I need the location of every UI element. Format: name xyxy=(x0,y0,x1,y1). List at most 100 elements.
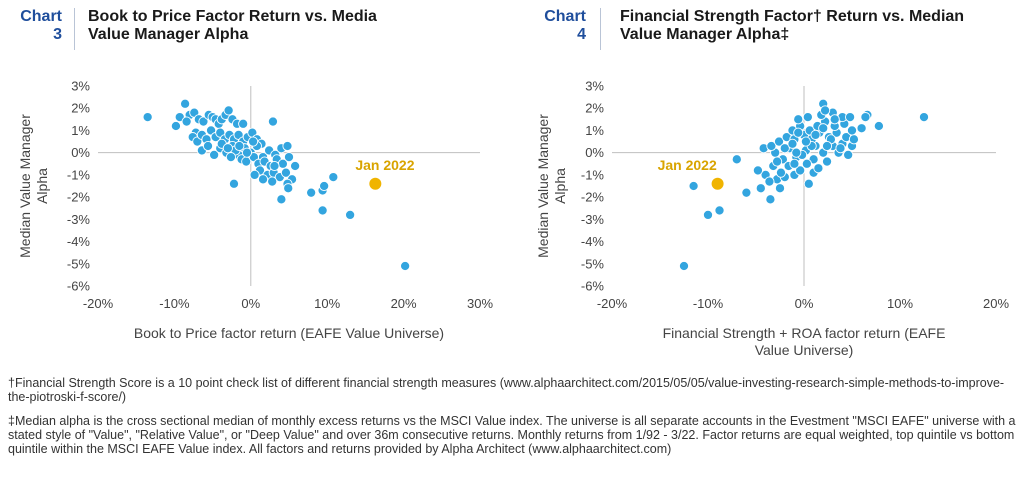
x-tick-label: 30% xyxy=(467,296,493,311)
data-point xyxy=(789,158,800,169)
chart-divider xyxy=(600,8,601,50)
data-point xyxy=(843,149,854,160)
data-point xyxy=(248,136,259,147)
y-axis-label: Alpha xyxy=(552,168,568,204)
chart-divider xyxy=(74,8,75,50)
footnote-median-alpha: ‡Median alpha is the cross sectional med… xyxy=(8,414,1016,456)
data-point xyxy=(731,154,742,165)
y-axis-label: Median Value Manager xyxy=(17,114,33,258)
data-point xyxy=(765,194,776,205)
chart-number-word: Chart xyxy=(20,8,62,25)
data-point xyxy=(774,183,786,194)
y-tick-label: 0% xyxy=(71,145,90,160)
y-tick-label: 3% xyxy=(585,79,604,94)
chart-title-line-2: Value Manager Alpha‡ xyxy=(620,26,790,43)
data-point xyxy=(802,112,813,123)
x-tick-label: 0% xyxy=(241,296,260,311)
data-point xyxy=(319,180,330,192)
data-point xyxy=(257,174,269,185)
data-point xyxy=(764,176,775,187)
x-tick-label: -10% xyxy=(693,296,724,311)
data-point xyxy=(241,147,253,158)
y-tick-label: -1% xyxy=(581,167,605,182)
data-point xyxy=(223,105,234,116)
data-point xyxy=(801,158,812,169)
scatter-plot: 3% 2% 1% 0% -1% -2% -3% -4% -5% -6% -20% -10% 0% 10% 2… xyxy=(17,79,493,342)
data-point xyxy=(793,127,804,138)
y-tick-label: -2% xyxy=(67,190,91,205)
x-axis-label: Value Universe) xyxy=(755,342,854,358)
highlight-label: Jan 2022 xyxy=(355,157,414,173)
data-point xyxy=(678,260,690,272)
y-tick-label: 0% xyxy=(585,145,604,160)
chart-number-value: 3 xyxy=(53,26,62,43)
chart-title-line-2: Value Manager Alpha xyxy=(88,26,249,43)
y-tick-label: -4% xyxy=(67,234,91,249)
data-point xyxy=(276,194,287,205)
data-point xyxy=(142,112,153,123)
y-axis-label: Median Value Manager xyxy=(535,114,551,258)
data-point xyxy=(283,183,294,194)
data-point xyxy=(198,116,209,127)
data-point xyxy=(918,112,930,123)
chart-number: Chart 3 xyxy=(0,8,62,44)
data-point xyxy=(282,140,293,152)
data-point xyxy=(688,180,699,192)
data-point xyxy=(280,167,291,178)
data-point xyxy=(793,114,804,125)
data-point xyxy=(249,169,260,180)
y-tick-label: -4% xyxy=(581,234,605,249)
data-point xyxy=(791,147,802,158)
data-point xyxy=(755,183,766,194)
data-point xyxy=(290,160,301,172)
data-point xyxy=(228,178,240,189)
x-tick-label: -20% xyxy=(597,296,628,311)
y-tick-label: -6% xyxy=(581,279,605,294)
x-tick-label: 10% xyxy=(314,296,340,311)
chart-number-value: 4 xyxy=(577,26,586,43)
data-point xyxy=(795,165,806,176)
data-point xyxy=(775,167,787,178)
footnotes: †Financial Strength Score is a 10 point … xyxy=(8,376,1016,466)
y-tick-label: -3% xyxy=(581,212,605,227)
footnote-financial-strength: †Financial Strength Score is a 10 point … xyxy=(8,376,1005,404)
y-tick-label: -2% xyxy=(581,190,605,205)
data-point xyxy=(225,152,236,163)
chart-title: Financial Strength Factor† Return vs. Me… xyxy=(620,8,964,44)
data-point xyxy=(766,140,777,152)
data-point xyxy=(752,165,763,176)
data-point xyxy=(345,209,356,220)
x-tick-label: 0% xyxy=(795,296,814,311)
highlight-label: Jan 2022 xyxy=(658,157,717,173)
data-point xyxy=(810,129,821,140)
data-point xyxy=(813,163,824,174)
data-point xyxy=(773,136,785,147)
chart-title-line-1: Financial Strength Factor† Return vs. Me… xyxy=(620,8,965,25)
data-point xyxy=(772,156,783,167)
y-tick-label: 2% xyxy=(71,101,90,116)
data-point xyxy=(202,140,214,152)
data-point xyxy=(306,187,317,198)
x-tick-label: 20% xyxy=(391,296,417,311)
data-point xyxy=(317,205,328,216)
y-axis-label: Alpha xyxy=(34,168,50,204)
x-tick-label: -20% xyxy=(83,296,114,311)
y-tick-label: -5% xyxy=(67,256,91,271)
data-point xyxy=(800,136,811,147)
data-point xyxy=(820,105,831,116)
data-point xyxy=(328,172,339,183)
data-point xyxy=(234,140,245,152)
data-point xyxy=(181,116,192,127)
data-point xyxy=(848,134,859,145)
chart-title: Book to Price Factor Return vs. Media Va… xyxy=(88,8,377,44)
y-tick-label: 1% xyxy=(71,123,90,138)
highlight-point xyxy=(710,176,725,191)
x-tick-label: -10% xyxy=(159,296,190,311)
data-point xyxy=(845,112,856,123)
data-point xyxy=(779,143,790,154)
highlight-point xyxy=(368,176,383,191)
y-tick-label: 1% xyxy=(585,123,604,138)
y-tick-label: -6% xyxy=(67,279,91,294)
data-point xyxy=(209,149,220,160)
chart-3-panel: Chart 3 Book to Price Factor Return vs. … xyxy=(0,0,500,360)
